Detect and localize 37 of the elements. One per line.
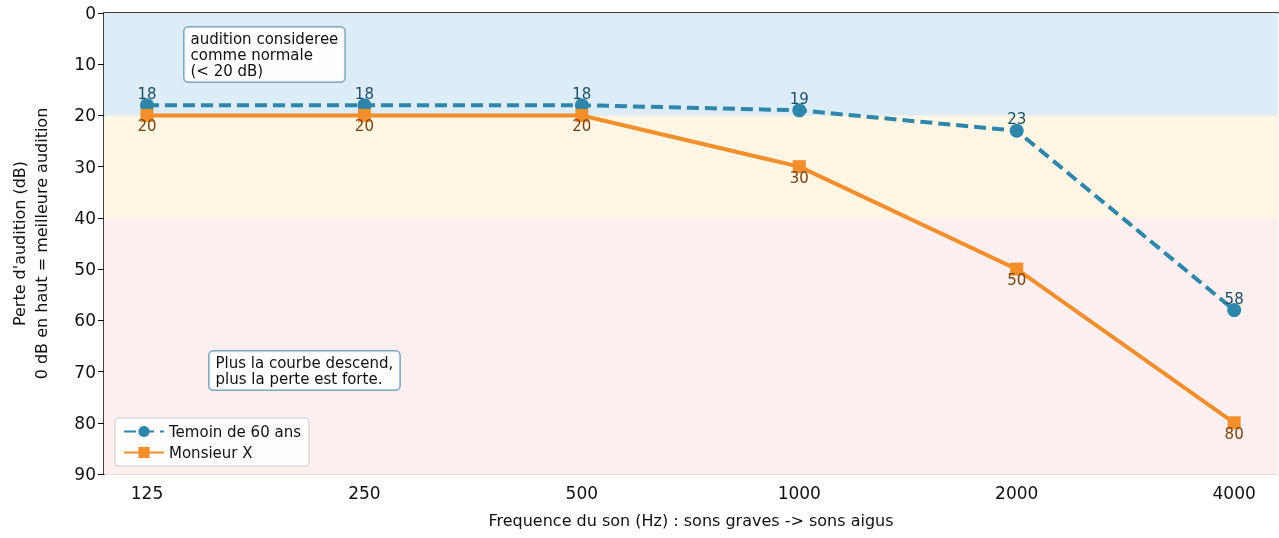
y-axis-title: Perte d'audition (dB) 0 dB en haut = meilleure audition [9, 107, 51, 380]
point [792, 103, 807, 118]
data-label: 50 [1007, 271, 1027, 290]
y-tick-label: 90 [74, 464, 96, 484]
data-label: 30 [789, 168, 809, 187]
x-tick-label: 4000 [1212, 482, 1256, 503]
y-tick-label: 20 [74, 105, 96, 126]
data-label: 80 [1224, 424, 1244, 443]
x-tick-label: 500 [565, 482, 599, 503]
annotation: audition consideree comme normale (< 20 dB) [190, 29, 339, 80]
data-label: 20 [354, 117, 374, 136]
x-tick-label: 250 [348, 482, 381, 503]
x-tick-label: 2000 [995, 482, 1039, 503]
x-tick-label: 125 [130, 482, 164, 503]
data-label: 19 [789, 89, 809, 108]
annotation: Plus la courbe descend, plus la perte est forte. [215, 353, 394, 388]
y-tick-label: 70 [74, 361, 96, 382]
data-label: 20 [137, 117, 157, 136]
data-label: 20 [572, 117, 592, 136]
data-label: 58 [1224, 289, 1244, 308]
y-tick-label: 40 [74, 207, 96, 228]
legend-label: Temoin de 60 ans [168, 422, 302, 441]
x-axis-title: Frequence du son (Hz) : sons graves -> sons aigus [488, 510, 894, 530]
data-label: 23 [1007, 110, 1027, 129]
y-tick-label: 80 [74, 412, 96, 433]
data-label: 18 [572, 84, 592, 103]
y-tick-label: 60 [74, 310, 96, 331]
y-tick-label: 30 [74, 156, 96, 177]
point [1227, 303, 1242, 318]
legend-label: Monsieur X [169, 443, 253, 462]
data-label: 18 [354, 84, 374, 103]
y-tick-label: 50 [74, 259, 96, 280]
data-label: 18 [137, 84, 157, 103]
y-tick-label: 0 [85, 3, 96, 23]
point [1009, 123, 1024, 138]
x-tick-label: 1000 [777, 482, 821, 503]
y-tick-label: 10 [74, 54, 96, 75]
